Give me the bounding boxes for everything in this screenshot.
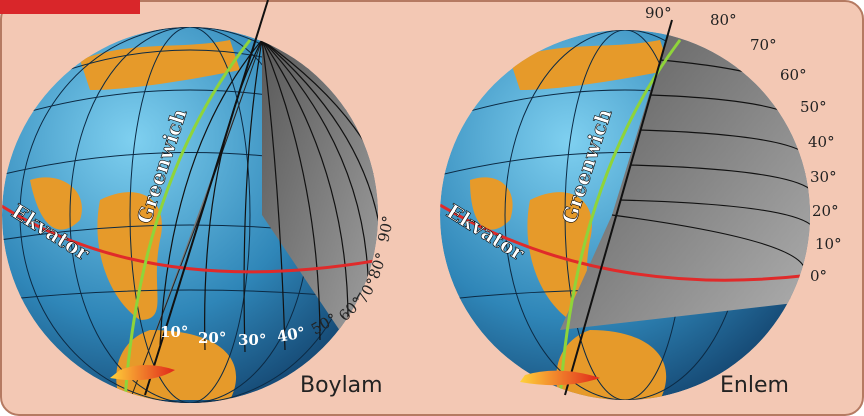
caption: Enlem (720, 373, 789, 398)
caption: Boylam (300, 373, 383, 398)
degree-label: 70° (750, 36, 777, 54)
rotation-arrow (110, 365, 175, 381)
degree-label: 40° (276, 323, 307, 346)
rotation-arrow (520, 370, 600, 386)
degree-label: 30° (238, 331, 266, 349)
degree-label: 90° (645, 4, 672, 22)
degree-label: 20° (812, 202, 839, 220)
degree-label: 30° (810, 168, 837, 186)
degree-label: 10° (160, 323, 188, 341)
degree-label: 90° (374, 214, 397, 244)
tab (0, 0, 140, 14)
degree-label: 0° (810, 267, 827, 285)
degree-label: 40° (808, 133, 835, 151)
degree-label: 50° (800, 98, 827, 116)
degree-label: 80° (710, 11, 737, 29)
degree-label: 20° (198, 329, 226, 347)
degree-label: 60° (780, 66, 807, 84)
degree-label: 10° (815, 235, 842, 253)
